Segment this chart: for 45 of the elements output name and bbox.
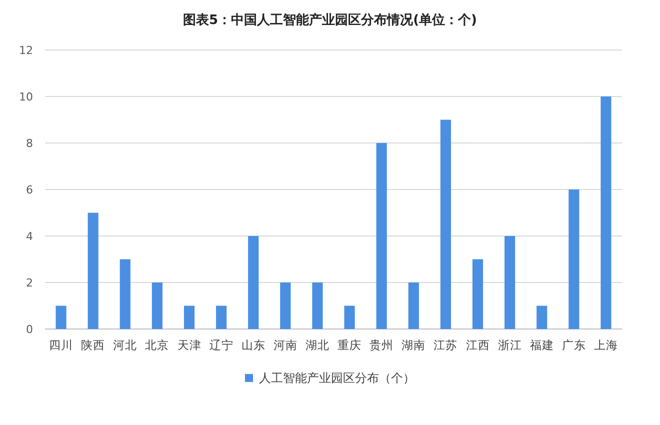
- bar: [440, 120, 451, 329]
- y-tick-label: 8: [26, 137, 33, 150]
- bar: [88, 212, 98, 329]
- x-tick-label: 重庆: [338, 338, 362, 352]
- x-tick-label: 天津: [177, 338, 202, 352]
- y-tick-label: 12: [19, 44, 33, 57]
- x-tick-label: 湖北: [305, 338, 330, 352]
- x-tick-label: 福建: [530, 338, 554, 352]
- bar: [248, 236, 259, 329]
- y-tick-label: 6: [26, 184, 33, 196]
- x-tick-label: 湖南: [402, 338, 426, 352]
- bar: [408, 282, 419, 329]
- x-tick-label: 上海: [594, 338, 618, 352]
- legend: 人工智能产业园区分布（个）: [245, 371, 415, 385]
- x-tick-label: 河北: [113, 338, 138, 352]
- x-tick-label: 辽宁: [209, 338, 234, 352]
- y-tick-label: 0: [26, 323, 33, 336]
- bar: [152, 282, 162, 329]
- bar: [280, 282, 291, 329]
- x-tick-label: 浙江: [498, 338, 522, 352]
- x-tick-label: 江苏: [434, 338, 458, 352]
- bar: [376, 143, 387, 329]
- title: 图表5：中国人工智能产业园区分布情况(单位：个): [183, 13, 477, 28]
- x-tick-label: 北京: [145, 338, 170, 352]
- x-tick-label: 陕西: [81, 338, 106, 352]
- y-tick-label: 4: [26, 230, 33, 243]
- bar: [568, 190, 580, 329]
- x-tick-label: 贵州: [370, 338, 394, 352]
- x-tick-label: 山东: [241, 338, 266, 352]
- bar: [536, 306, 548, 329]
- y-tick-label: 2: [26, 276, 33, 290]
- x-tick-label: 江西: [466, 338, 490, 352]
- bar: [56, 306, 66, 329]
- bar: [216, 306, 227, 329]
- x-tick-label: 四川: [49, 338, 74, 352]
- x-tick-label: 河南: [273, 338, 298, 352]
- y-tick-label: 10: [19, 90, 33, 104]
- bar: [184, 306, 195, 329]
- bar: [504, 236, 516, 329]
- bar: [344, 306, 355, 329]
- x-tick-label: 广东: [562, 338, 586, 352]
- bar: [312, 282, 323, 329]
- bar: [120, 259, 130, 329]
- bar: [600, 96, 612, 329]
- bar: [472, 259, 484, 329]
